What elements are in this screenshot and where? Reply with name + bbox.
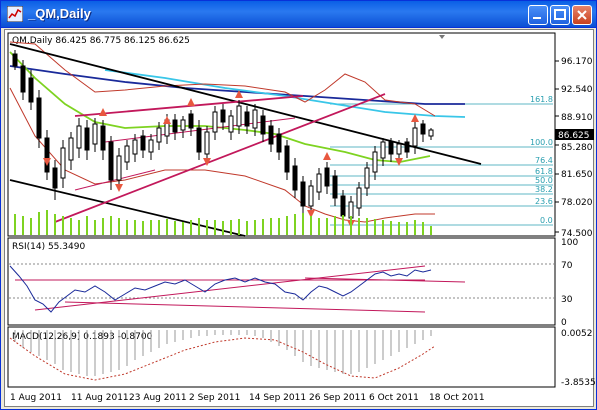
price-label: 88.910: [561, 113, 593, 123]
rsi-scale-label: 70: [561, 261, 573, 271]
bollinger-upper: [9, 41, 436, 117]
window-title: _QM,Daily: [28, 6, 91, 21]
close-button[interactable]: [572, 5, 592, 25]
chart-window-icon: [7, 6, 23, 22]
date-label: 6 Oct 2011: [369, 393, 419, 403]
current-price-value: 86.625: [558, 131, 590, 141]
chart-area[interactable]: 96.170 92.540 88.910 85.280 81.650 78.02…: [4, 29, 595, 408]
minimize-button[interactable]: [528, 5, 548, 25]
price-label: 96.170: [561, 57, 593, 67]
date-label: 1 Aug 2011: [10, 393, 62, 403]
rsi-trend-short: [304, 277, 466, 283]
chart-canvas[interactable]: 96.170 92.540 88.910 85.280 81.650 78.02…: [5, 30, 595, 408]
rsi-panel-frame: [7, 237, 556, 326]
title-bar[interactable]: _QM,Daily: [1, 1, 596, 28]
rsi-line: [9, 265, 432, 313]
macd-scale-label: -3.8535: [561, 378, 595, 388]
chart-shift-marker[interactable]: [439, 35, 445, 39]
macd-panel-frame: [7, 326, 556, 388]
fractal-arrows: [43, 90, 419, 228]
current-price-tag: [555, 129, 594, 140]
maximize-icon: [554, 9, 566, 20]
ma-cyan-line: [104, 69, 466, 118]
fib-label: 23.6: [535, 197, 553, 206]
fib-label: 50.0: [535, 176, 553, 185]
maximize-button[interactable]: [550, 5, 570, 25]
ma-green-line: [9, 51, 431, 163]
rsi-scale-label: 100: [561, 238, 578, 248]
macd-header: MACD(12,26,9) 0.1893 -0.8700: [12, 332, 153, 342]
fib-label: 61.8: [535, 167, 553, 176]
fib-label: 38.2: [535, 185, 553, 194]
date-label: 26 Sep 2011: [309, 393, 366, 403]
date-label: 11 Aug 2011: [71, 393, 129, 403]
fib-label: 100.0: [530, 138, 553, 147]
volume-bars: [14, 210, 432, 235]
date-label: 14 Sep 2011: [249, 393, 306, 403]
minimize-icon: [533, 17, 541, 19]
macd-signal-line: [9, 337, 436, 381]
price-label: 85.280: [561, 143, 593, 153]
date-label: 23 Aug 2011: [129, 393, 187, 403]
price-label: 92.540: [561, 85, 593, 95]
fib-label: 161.8: [530, 95, 553, 104]
price-label: 78.020: [561, 198, 593, 208]
candles: [12, 50, 434, 226]
date-label: 18 Oct 2011: [429, 393, 485, 403]
pink-short-line: [74, 169, 156, 191]
fib-label: 76.4: [535, 156, 553, 165]
rsi-header: RSI(14) 55.3490: [12, 242, 85, 252]
macd-scale-label: 0.0052: [561, 329, 593, 339]
pink-channel-lower: [54, 93, 386, 223]
rsi-scale-label: 0: [561, 318, 567, 328]
rsi-trend-lower: [64, 301, 426, 313]
date-label: 2 Sep 2011: [189, 393, 240, 403]
price-ticks: [555, 60, 559, 233]
close-icon: [577, 10, 587, 20]
main-chart-header: QM,Daily 86.425 86.775 86.125 86.625: [12, 36, 190, 46]
fib-label: 0.0: [540, 216, 553, 225]
downtrend-line: [9, 43, 482, 165]
macd-histogram: [14, 330, 432, 376]
price-label: 81.650: [561, 170, 593, 180]
rsi-scale-label: 30: [561, 295, 573, 305]
channel-lower-line: [9, 179, 246, 237]
price-label: 74.500: [561, 229, 593, 239]
